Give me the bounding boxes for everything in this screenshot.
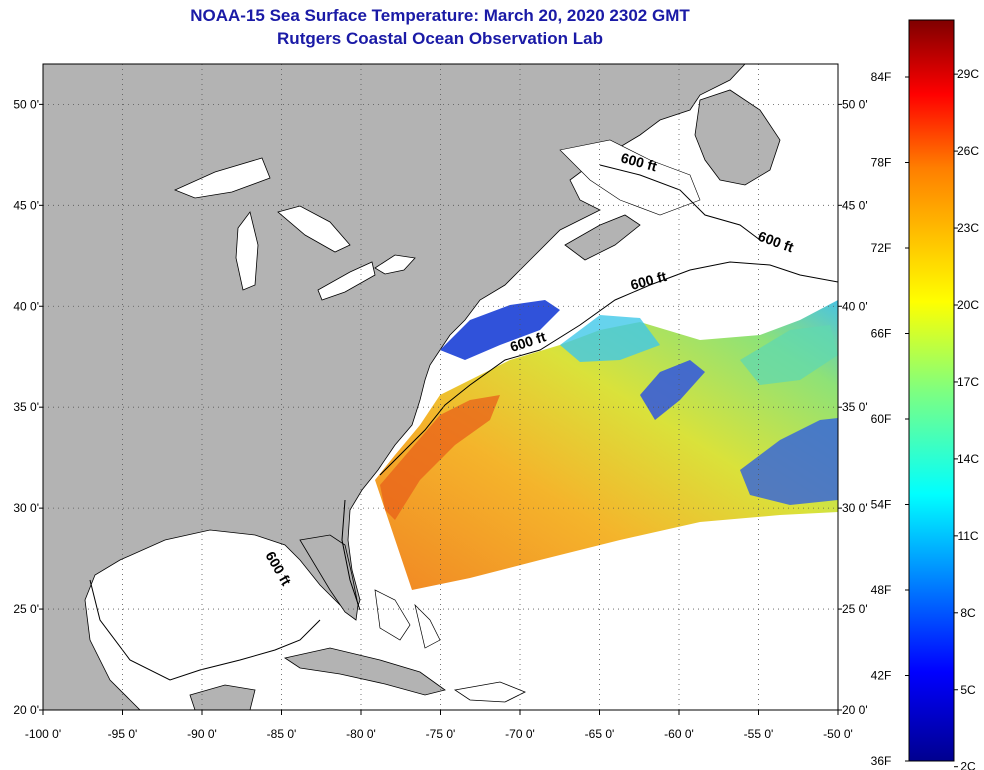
colorbar-c-label: 23C: [957, 221, 979, 235]
lon-tick-label: -55 0': [744, 727, 774, 741]
cuba-land: [283, 647, 446, 696]
lon-tick-label: -50 0': [823, 727, 853, 741]
colorbar-c-label: 8C: [960, 606, 976, 620]
sst-satellite-swath: [375, 300, 838, 590]
lat-tick-label: 25 0': [13, 602, 39, 616]
lon-tick-label: -75 0': [426, 727, 456, 741]
latitude-axis: 50 0' 50 0' 45 0' 45 0' 40 0' 40 0' 35 0' 35 0'…: [13, 97, 867, 717]
lat-tick-label: 35 0': [842, 400, 868, 414]
colorbar-ticks: 84F 78F 72F 66F 60F 54F 48F 42F 36F 29C 26C 23C 20C 1…: [871, 67, 980, 770]
colorbar-f-label: 54F: [871, 498, 892, 512]
lon-tick-label: -85 0': [267, 727, 297, 741]
lon-tick-label: -65 0': [585, 727, 615, 741]
colorbar-f-label: 78F: [871, 156, 892, 170]
lat-tick-label: 30 0': [13, 501, 39, 515]
lat-tick-label: 30 0': [842, 501, 868, 515]
lat-tick-label: 20 0': [842, 703, 868, 717]
lat-tick-label: 40 0': [842, 299, 868, 313]
colorbar-f-label: 48F: [871, 583, 892, 597]
colorbar-c-label: 26C: [957, 144, 979, 158]
colorbar-c-label: 11C: [957, 529, 978, 543]
yucatan-land: [189, 684, 256, 710]
cold-water-east: [740, 418, 838, 505]
temperature-colorbar: [908, 19, 955, 762]
cold-water-eddy: [640, 360, 705, 420]
lat-tick-label: 35 0': [13, 400, 39, 414]
great-lakes: [173, 157, 416, 301]
lat-tick-label: 45 0': [13, 198, 39, 212]
nova-scotia-land: [564, 214, 641, 261]
lon-tick-label: -60 0': [664, 727, 694, 741]
st-lawrence-water: [559, 139, 701, 216]
lon-tick-label: -80 0': [346, 727, 376, 741]
lat-tick-label: 25 0': [842, 602, 868, 616]
colorbar-c-label: 17C: [957, 375, 979, 389]
colorbar-c-label: 20C: [957, 298, 979, 312]
lat-tick-label: 40 0': [13, 299, 39, 313]
longitude-axis: -100 0' -95 0' -90 0' -85 0' -80 0' -75 0' -70…: [25, 710, 853, 741]
lon-tick-label: -90 0': [187, 727, 217, 741]
cold-water-shelf: [440, 300, 560, 360]
lon-tick-label: -100 0': [25, 727, 61, 741]
colorbar-f-label: 72F: [871, 241, 892, 255]
lon-tick-label: -95 0': [108, 727, 138, 741]
lat-tick-label: 50 0': [13, 97, 39, 111]
colorbar-f-label: 66F: [871, 327, 892, 341]
cool-water-northeast: [740, 325, 838, 385]
lon-tick-label: -70 0': [505, 727, 535, 741]
colorbar-c-label: 2C: [960, 760, 976, 770]
colorbar-f-label: 60F: [871, 412, 892, 426]
bahamas-outline: [374, 589, 441, 649]
florida-land: [299, 534, 359, 621]
lat-tick-label: 45 0': [842, 198, 868, 212]
colorbar-c-label: 29C: [957, 67, 979, 81]
colorbar-f-label: 84F: [871, 70, 892, 84]
colorbar-f-label: 36F: [871, 754, 892, 768]
colorbar-c-label: 14C: [957, 452, 979, 466]
cool-water-north: [560, 315, 660, 362]
depth-contour-600ft: [89, 164, 838, 681]
newfoundland-land: [694, 89, 781, 186]
map-title: NOAA-15 Sea Surface Temperature: March 2…: [190, 6, 690, 25]
colorbar-c-label: 5C: [960, 683, 976, 697]
colorbar-f-label: 42F: [871, 669, 892, 683]
map-subtitle: Rutgers Coastal Ocean Observation Lab: [277, 29, 603, 48]
gulf-stream-warm: [380, 395, 500, 520]
hispaniola-land: [453, 681, 526, 703]
lat-tick-label: 20 0': [13, 703, 39, 717]
lat-tick-label: 50 0': [842, 97, 868, 111]
